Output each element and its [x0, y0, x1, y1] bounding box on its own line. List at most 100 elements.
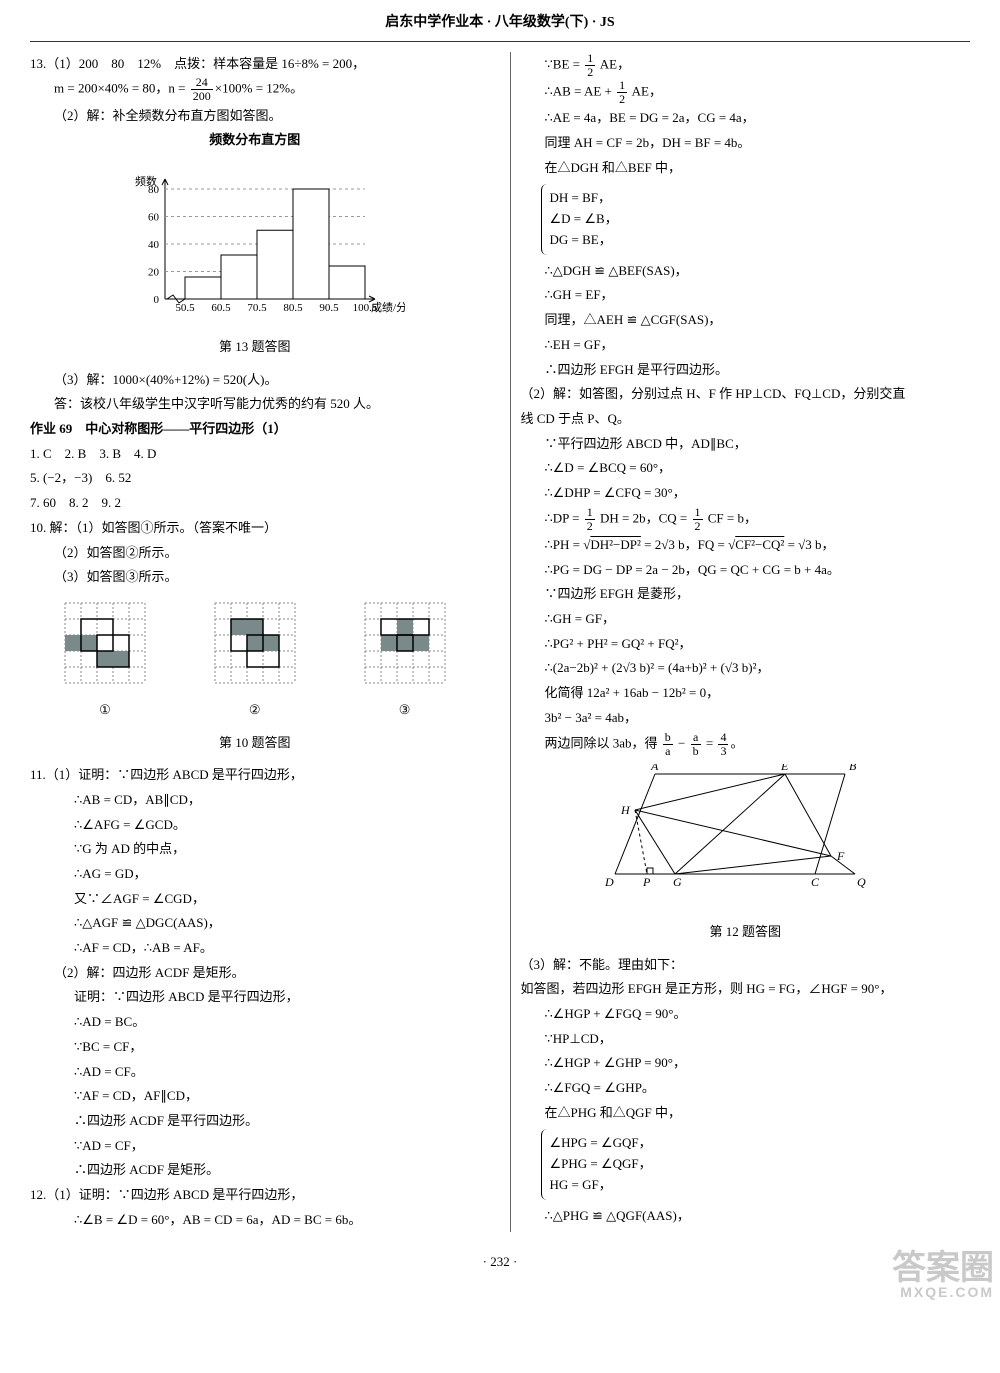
chart-caption: 第 13 题答图 — [30, 335, 480, 360]
right-column: ∵BE = 12 AE， ∴AB = AE + 12 AE， ∴AE = 4a，… — [510, 52, 971, 1233]
q11-16: ∴四边形 ACDF 是矩形。 — [30, 1158, 480, 1183]
q12-0: 12.（1）证明：∵四边形 ABCD 是平行四边形， — [30, 1183, 480, 1208]
svg-text:60.5: 60.5 — [211, 302, 231, 314]
r2: ∴AE = 4a，BE = DG = 2a，CG = 4a， — [521, 106, 971, 131]
r22: 化简得 12a² + 16ab − 12b² = 0， — [521, 681, 971, 706]
q11-1: ∴AB = CD，AB∥CD， — [30, 788, 480, 813]
q11-14: ∴四边形 ACDF 是平行四边形。 — [30, 1109, 480, 1134]
r1: ∴AB = AE + 12 AE， — [521, 79, 971, 106]
q11-6: ∴△AGF ≌ △DGC(AAS)， — [30, 911, 480, 936]
svg-text:C: C — [811, 875, 820, 889]
q13-part1b: m = 200×40% = 80，n = 24200×100% = 12%。 — [30, 76, 480, 103]
r7: ∴GH = EF， — [521, 283, 971, 308]
svg-text:20: 20 — [148, 267, 160, 279]
r20: ∴PG² + PH² = GQ² + FQ²， — [521, 632, 971, 657]
brace-1: DH = BF， ∠D = ∠B， DG = BE， — [541, 184, 622, 254]
gridfig-caption: 第 10 题答图 — [30, 731, 480, 756]
svg-text:90.5: 90.5 — [319, 302, 339, 314]
svg-text:50.5: 50.5 — [175, 302, 195, 314]
r32b: ∠PHG = ∠QGF， — [550, 1154, 652, 1175]
r13: ∴∠D = ∠BCQ = 60°， — [521, 456, 971, 481]
svg-text:A: A — [650, 764, 659, 773]
q11-2: ∴∠AFG = ∠GCD。 — [30, 813, 480, 838]
r25: （3）解：不能。理由如下： — [521, 953, 971, 978]
r24: 两边同除以 3ab，得 ba − ab = 43。 — [521, 731, 971, 758]
svg-text:成绩/分: 成绩/分 — [371, 301, 405, 314]
r23: 3b² − 3a² = 4ab， — [521, 706, 971, 731]
grid-label-2: ② — [210, 698, 300, 723]
q13-part1: 13.（1）200 80 12% 点拨：样本容量是 16÷8% = 200， — [30, 52, 480, 77]
svg-text:40: 40 — [148, 239, 160, 251]
diagram-caption: 第 12 题答图 — [521, 920, 971, 945]
r16: ∴PH = √DH²−DP² = 2√3 b，FQ = √CF²−CQ² = √… — [521, 533, 971, 558]
q11-3: ∵G 为 AD 的中点， — [30, 837, 480, 862]
svg-text:80.5: 80.5 — [283, 302, 303, 314]
r11b: 线 CD 于点 P、Q。 — [521, 407, 971, 432]
svg-text:E: E — [780, 764, 789, 773]
r15: ∴DP = 12 DH = 2b，CQ = 12 CF = b， — [521, 506, 971, 533]
r8: 同理，△AEH ≌ △CGF(SAS)， — [521, 308, 971, 333]
gridfig-row: ① ② ③ — [30, 598, 480, 723]
svg-text:P: P — [642, 875, 651, 889]
q11-11: ∵BC = CF， — [30, 1035, 480, 1060]
q11-5: 又∵∠AGF = ∠CGD， — [30, 887, 480, 912]
r3: 同理 AH = CF = 2b，DH = BF = 4b。 — [521, 131, 971, 156]
r26: 如答图，若四边形 EFGH 是正方形，则 HG = FG，∠HGF = 90°， — [521, 977, 971, 1002]
r4: 在△DGH 和△BEF 中， — [521, 156, 971, 181]
q11-15: ∵AD = CF， — [30, 1134, 480, 1159]
q13-part2: （2）解：补全频数分布直方图如答图。 — [30, 104, 480, 129]
hw69-ans2: 5. (−2，−3) 6. 52 — [30, 466, 480, 491]
q12-1: ∴∠B = ∠D = 60°，AB = CD = 6a，AD = BC = 6b… — [30, 1208, 480, 1233]
q11-4: ∴AG = GD， — [30, 862, 480, 887]
r29: ∴∠HGP + ∠GHP = 90°， — [521, 1051, 971, 1076]
page-number: · 232 · — [30, 1250, 970, 1275]
left-column: 13.（1）200 80 12% 点拨：样本容量是 16÷8% = 200， m… — [30, 52, 480, 1233]
hw69-title: 作业 69 中心对称图形——平行四边形（1） — [30, 417, 480, 442]
svg-text:B: B — [849, 764, 857, 773]
r14: ∴∠DHP = ∠CFQ = 30°， — [521, 481, 971, 506]
q11-13: ∵AF = CD，AF∥CD， — [30, 1084, 480, 1109]
r10: ∴四边形 EFGH 是平行四边形。 — [521, 358, 971, 383]
hw69-ans3: 7. 60 8. 2 9. 2 — [30, 491, 480, 516]
q11-10: ∴AD = BC。 — [30, 1010, 480, 1035]
r9: ∴EH = GF， — [521, 333, 971, 358]
svg-text:D: D — [605, 875, 614, 889]
q10-c: （3）如答图③所示。 — [30, 565, 480, 590]
r5a: DH = BF， — [550, 188, 618, 209]
q11-0: 11.（1）证明：∵四边形 ABCD 是平行四边形， — [30, 763, 480, 788]
parallelogram-diagram: AEBHFDPGCQ — [605, 764, 885, 914]
q11-9: 证明：∵四边形 ABCD 是平行四边形， — [30, 985, 480, 1010]
svg-text:80: 80 — [148, 184, 160, 196]
r33: ∴△PHG ≌ △QGF(AAS)， — [521, 1204, 971, 1229]
svg-text:Q: Q — [857, 875, 866, 889]
q10-b: （2）如答图②所示。 — [30, 541, 480, 566]
frequency-histogram: 频数02040608050.560.570.580.590.5100.5成绩/分 — [105, 159, 405, 329]
q11-12: ∴AD = CF。 — [30, 1060, 480, 1085]
svg-text:F: F — [836, 849, 845, 863]
r28: ∵HP⊥CD， — [521, 1027, 971, 1052]
hw69-ans1: 1. C 2. B 3. B 4. D — [30, 442, 480, 467]
grid-label-3: ③ — [360, 698, 450, 723]
svg-text:G: G — [673, 875, 682, 889]
svg-text:70.5: 70.5 — [247, 302, 267, 314]
q10-a: 10. 解：（1）如答图①所示。（答案不唯一） — [30, 516, 480, 541]
r19: ∴GH = GF， — [521, 607, 971, 632]
r18: ∵四边形 EFGH 是菱形， — [521, 582, 971, 607]
r32a: ∠HPG = ∠GQF， — [550, 1133, 652, 1154]
q11-8: （2）解：四边形 ACDF 是矩形。 — [30, 961, 480, 986]
brace-2: ∠HPG = ∠GQF， ∠PHG = ∠QGF， HG = GF， — [541, 1129, 656, 1199]
grid-label-1: ① — [60, 698, 150, 723]
r12: ∵平行四边形 ABCD 中，AD∥BC， — [521, 432, 971, 457]
svg-text:0: 0 — [153, 294, 159, 306]
r30: ∴∠FGQ = ∠GHP。 — [521, 1076, 971, 1101]
r5b: ∠D = ∠B， — [550, 209, 618, 230]
r17: ∴PG = DG − DP = 2a − 2b，QG = QC + CG = b… — [521, 558, 971, 583]
r32c: HG = GF， — [550, 1175, 652, 1196]
r21: ∴(2a−2b)² + (2√3 b)² = (4a+b)² + (√3 b)²… — [521, 656, 971, 681]
r27: ∴∠HGP + ∠FGQ = 90°。 — [521, 1002, 971, 1027]
q11-7: ∴AF = CD，∴AB = AF。 — [30, 936, 480, 961]
r6: ∴△DGH ≌ △BEF(SAS)， — [521, 259, 971, 284]
q13-part3b: 答：该校八年级学生中汉字听写能力优秀的约有 520 人。 — [30, 392, 480, 417]
q13-part3: （3）解：1000×(40%+12%) = 520(人)。 — [30, 368, 480, 393]
r31: 在△PHG 和△QGF 中， — [521, 1101, 971, 1126]
